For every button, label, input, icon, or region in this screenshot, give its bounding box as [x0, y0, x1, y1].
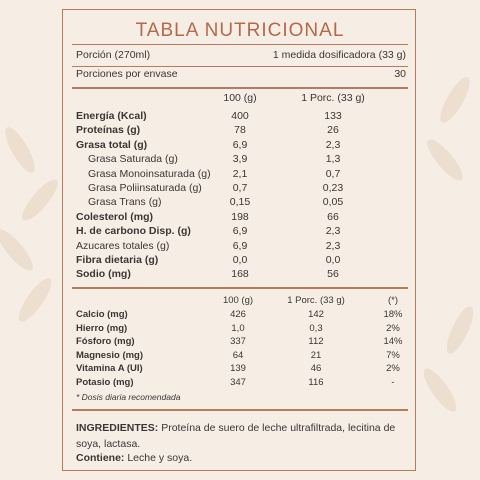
- cell: 0,0: [232, 254, 248, 266]
- column-header: 100 (g): [222, 295, 254, 306]
- cell: 0,15: [229, 196, 251, 209]
- cell: 14%: [383, 336, 403, 348]
- row-label: Grasa Monoinsaturada (g): [88, 167, 211, 180]
- cell: 6,9: [232, 225, 248, 238]
- cell: 2,3: [325, 225, 341, 238]
- cell: 7%: [386, 349, 400, 361]
- row-label: Grasa Poliinsaturada (g): [88, 182, 202, 194]
- row-label: Proteínas (g): [76, 124, 141, 137]
- cell: 18%: [383, 309, 403, 320]
- cell: 26: [327, 124, 339, 137]
- cell: 0,7: [232, 182, 248, 194]
- cell: 6,9: [232, 239, 248, 252]
- divider: [72, 287, 408, 289]
- cell: 133: [324, 110, 342, 122]
- ingredients-label: INGREDIENTES:: [76, 422, 159, 434]
- row-label: Azucares totales (g): [76, 239, 170, 252]
- cell: 2%: [386, 363, 400, 375]
- cell: 2%: [386, 322, 400, 334]
- cell: 0,05: [322, 196, 344, 209]
- column-header: 100 (g): [223, 92, 257, 104]
- cell: 64: [232, 349, 244, 361]
- cell: 198: [231, 210, 249, 223]
- serving-value: 30: [394, 68, 406, 80]
- cell: 1,0: [231, 322, 245, 334]
- cell: 116: [308, 377, 324, 388]
- cell: 56: [327, 268, 339, 281]
- cell: 337: [230, 336, 246, 348]
- footnote: * Dosis diaria recomendada: [76, 392, 181, 402]
- contains: Contiene: Leche y soya.: [76, 452, 192, 464]
- cell: 46: [310, 363, 322, 375]
- serving-label: Porción (270ml): [76, 49, 151, 61]
- ingredients: INGREDIENTES: Proteína de suero de leche…: [76, 420, 406, 452]
- cell: 168: [231, 268, 249, 281]
- cell: 78: [234, 124, 246, 137]
- row-label: Sodio (mg): [76, 268, 131, 281]
- cell: 6,9: [232, 138, 248, 151]
- column-header: (*): [387, 295, 399, 306]
- column-header: 1 Porc. (33 g): [301, 92, 365, 104]
- title: TABLA NUTRICIONAL: [135, 20, 345, 41]
- table-border: [62, 9, 416, 471]
- cell: 2,3: [325, 138, 341, 151]
- ingredients-text: Proteína de suero de leche ultrafiltrada…: [76, 422, 396, 450]
- divider: [72, 66, 408, 67]
- cell: 1,3: [325, 153, 341, 166]
- cell: 0,23: [322, 182, 344, 194]
- row-label: H. de carbono Disp. (g): [76, 225, 191, 238]
- divider: [72, 409, 408, 411]
- row-label: Colesterol (mg): [76, 210, 154, 223]
- row-label: Grasa Trans (g): [88, 196, 162, 209]
- divider: [72, 87, 408, 89]
- cell: 0,3: [309, 322, 323, 334]
- row-label: Grasa total (g): [76, 138, 148, 151]
- cell: 347: [230, 377, 246, 388]
- cell: 2,1: [232, 167, 248, 180]
- cell: -: [391, 377, 395, 388]
- divider: [72, 44, 408, 45]
- row-label: Vitamina A (UI): [76, 363, 143, 375]
- row-label: Magnesio (mg): [76, 349, 144, 361]
- cell: 21: [310, 349, 322, 361]
- cell: 139: [230, 363, 246, 375]
- row-label: Fósforo (mg): [76, 336, 135, 348]
- cell: 3,9: [232, 153, 248, 166]
- column-header: 1 Porc. (33 g): [287, 295, 345, 306]
- cell: 0,0: [325, 254, 341, 266]
- serving-label: Porciones por envase: [76, 68, 178, 80]
- row-label: Potasio (mg): [76, 377, 134, 388]
- contains-label: Contiene:: [76, 452, 125, 464]
- row-label: Calcio (mg): [76, 309, 128, 320]
- cell: 112: [308, 336, 324, 348]
- cell: 66: [327, 210, 339, 223]
- cell: 426: [230, 309, 246, 320]
- row-label: Hierro (mg): [76, 322, 128, 334]
- cell: 142: [308, 309, 324, 320]
- row-label: Grasa Saturada (g): [88, 153, 178, 166]
- cell: 2,3: [325, 239, 341, 252]
- serving-value: 1 medida dosificadora (33 g): [272, 49, 406, 61]
- cell: 0,7: [325, 167, 341, 180]
- cell: 400: [231, 110, 249, 122]
- row-label: Energía (Kcal): [76, 110, 147, 122]
- row-label: Fibra dietaria (g): [76, 254, 159, 266]
- contains-text: Leche y soya.: [127, 452, 193, 464]
